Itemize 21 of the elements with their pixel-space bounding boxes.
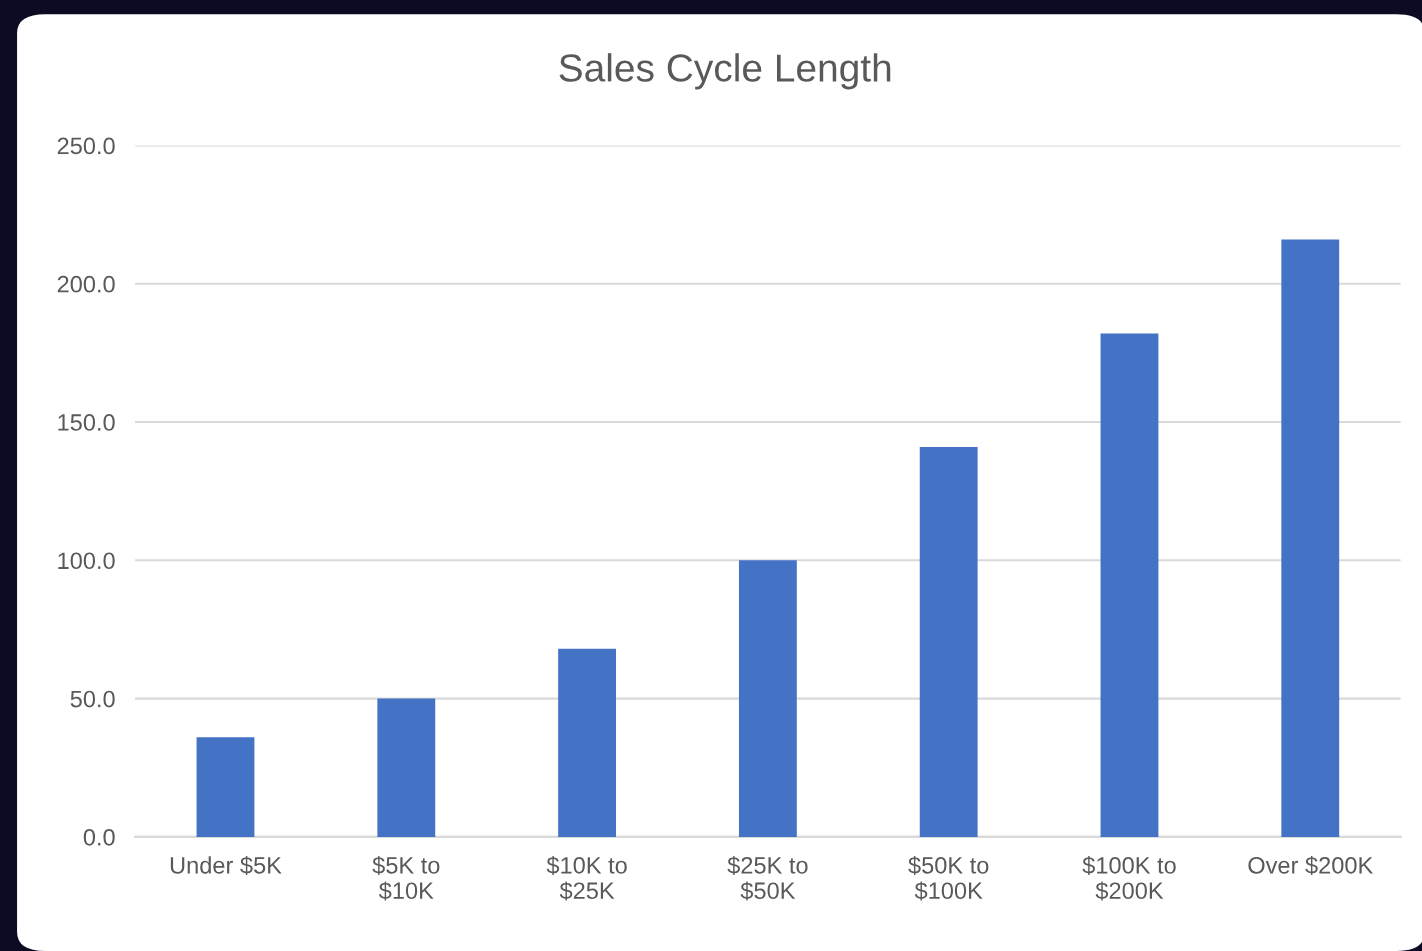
bar xyxy=(558,648,617,837)
bar xyxy=(919,446,978,837)
chart-title: Sales Cycle Length xyxy=(559,53,891,90)
bar xyxy=(1100,333,1159,837)
x-tick-label: Over $200K xyxy=(1248,855,1374,876)
x-tick-label: $10K to $25K xyxy=(546,855,627,901)
bar xyxy=(377,698,436,837)
x-tick-label: Under $5K xyxy=(170,855,282,876)
x-tick-label: $5K to $10K xyxy=(372,855,440,901)
y-tick-label: 200.0 xyxy=(57,275,115,293)
y-tick-label: 0.0 xyxy=(83,828,115,846)
bar xyxy=(738,560,797,837)
x-tick-label: $25K to $50K xyxy=(727,855,808,901)
y-tick-label: 250.0 xyxy=(57,137,115,155)
x-tick-label: $100K to $200K xyxy=(1082,855,1176,901)
x-tick-label: $50K to $100K xyxy=(908,855,989,901)
y-tick-label: 100.0 xyxy=(58,552,115,570)
bar xyxy=(1281,239,1340,837)
bar xyxy=(196,737,255,837)
y-tick-label: 150.0 xyxy=(58,414,115,431)
y-tick-label: 50.0 xyxy=(70,690,115,708)
